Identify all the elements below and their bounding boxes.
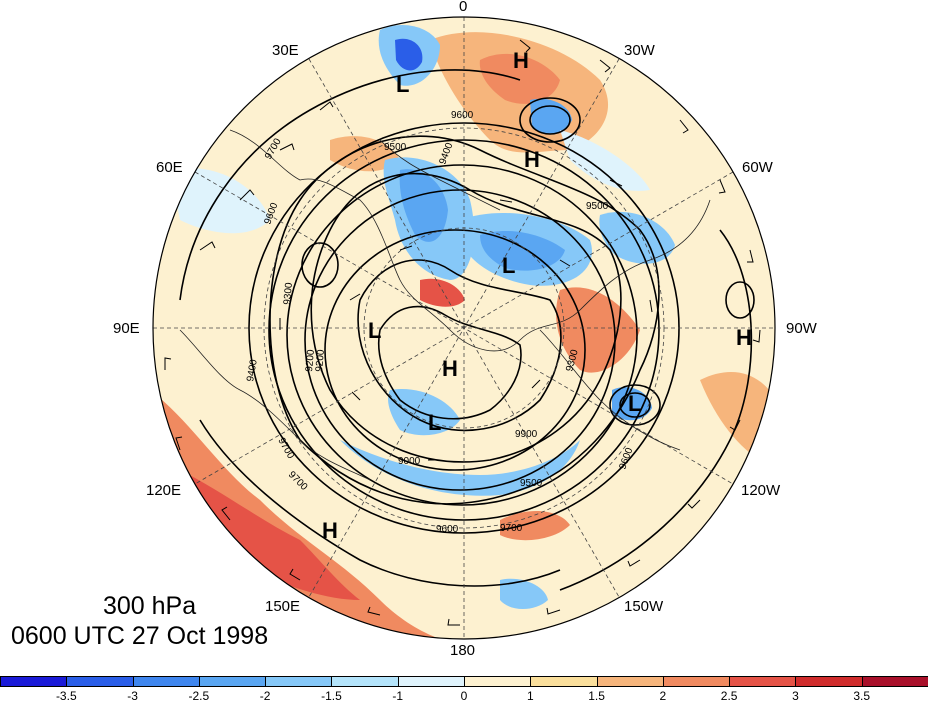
colorbar-tick-label: 1.5 bbox=[588, 689, 605, 703]
graticule bbox=[153, 17, 775, 639]
colorbar-swatch bbox=[331, 676, 399, 687]
colorbar-swatch bbox=[132, 676, 200, 687]
high-center-marker: H bbox=[322, 518, 338, 543]
colorbar-tick-label: 3 bbox=[792, 689, 799, 703]
pressure-level-title: 300 hPa bbox=[103, 592, 197, 620]
colorbar-swatch bbox=[198, 676, 267, 687]
colorbar-tick-label: 2.5 bbox=[720, 689, 738, 703]
svg-text:9300: 9300 bbox=[282, 282, 295, 306]
colorbar-swatch bbox=[66, 676, 134, 687]
colorbar-swatch bbox=[397, 676, 465, 687]
longitude-label-30e: 30E bbox=[272, 42, 299, 59]
colorbar-tick-label: -3.5 bbox=[55, 689, 77, 703]
longitude-label-0: 0 bbox=[459, 0, 468, 15]
colorbar-tick-label: -2.5 bbox=[188, 689, 210, 703]
low-center-marker: L bbox=[368, 318, 381, 343]
colorbar-tick-label: 3.5 bbox=[853, 689, 871, 703]
colorbar-swatch bbox=[662, 676, 731, 687]
longitude-label-180: 180 bbox=[450, 642, 476, 659]
svg-text:9400: 9400 bbox=[245, 358, 260, 382]
svg-text:9500: 9500 bbox=[520, 478, 543, 489]
coastlines bbox=[179, 129, 711, 481]
longitude-label-60w: 60W bbox=[742, 159, 773, 176]
svg-text:9900: 9900 bbox=[515, 429, 538, 440]
svg-text:9500: 9500 bbox=[384, 142, 407, 153]
wind-barbs bbox=[164, 39, 761, 626]
low-center-marker: L bbox=[396, 72, 409, 97]
longitude-label-150e: 150E bbox=[265, 598, 301, 615]
svg-text:9700: 9700 bbox=[500, 523, 523, 534]
colorbar-swatch bbox=[861, 676, 928, 687]
high-center-marker: H bbox=[736, 325, 752, 350]
svg-text:9000: 9000 bbox=[398, 456, 421, 467]
high-center-marker: H bbox=[442, 356, 458, 381]
anomaly-colorbar: -3.5 -3 -2.5 -2 -1.5 -1 0 1 1.5 2 2.5 3 3.5 bbox=[0, 676, 928, 703]
colorbar-tick-label: -1.5 bbox=[321, 689, 342, 703]
valid-time-title: 0600 UTC 27 Oct 1998 bbox=[11, 622, 269, 650]
low-center-marker: L bbox=[628, 391, 641, 416]
low-center-marker: L bbox=[502, 253, 515, 278]
pressure-centers: L H H L L L H L H H bbox=[322, 48, 752, 543]
svg-text:9600: 9600 bbox=[451, 110, 474, 121]
svg-text:9500: 9500 bbox=[586, 201, 609, 212]
colorbar-tick-label: 2 bbox=[659, 689, 667, 703]
low-center-marker: L bbox=[428, 410, 441, 435]
svg-text:9600: 9600 bbox=[436, 524, 459, 535]
svg-text:9200: 9200 bbox=[304, 349, 317, 373]
colorbar-swatch bbox=[795, 676, 863, 687]
colorbar-swatch bbox=[596, 676, 664, 687]
longitude-label-60e: 60E bbox=[156, 159, 183, 176]
longitude-label-120w: 120W bbox=[741, 482, 781, 499]
longitude-label-90e: 90E bbox=[113, 320, 140, 337]
colorbar-swatch bbox=[530, 676, 598, 687]
colorbar-swatch bbox=[464, 676, 532, 687]
high-center-marker: H bbox=[513, 48, 529, 73]
colorbar-tick-label: -2 bbox=[259, 689, 271, 703]
colorbar-tick-label: -1 bbox=[392, 689, 404, 703]
colorbar-tick-label: 1 bbox=[526, 689, 534, 703]
colorbar-swatch bbox=[0, 676, 68, 687]
map-boundary bbox=[152, 16, 776, 640]
longitude-label-90w: 90W bbox=[786, 320, 817, 337]
colorbar-swatch bbox=[729, 676, 797, 687]
longitude-label-120e: 120E bbox=[146, 482, 182, 499]
colorbar-tick-label: -3 bbox=[127, 689, 138, 703]
longitude-label-150w: 150W bbox=[624, 598, 664, 615]
colorbar-swatch bbox=[265, 676, 333, 687]
negative-anomaly-regions bbox=[170, 25, 675, 609]
svg-text:9200: 9200 bbox=[314, 349, 327, 373]
longitude-label-30w: 30W bbox=[624, 42, 655, 59]
colorbar-tick-label: 0 bbox=[460, 689, 468, 703]
high-center-marker: H bbox=[524, 147, 540, 172]
